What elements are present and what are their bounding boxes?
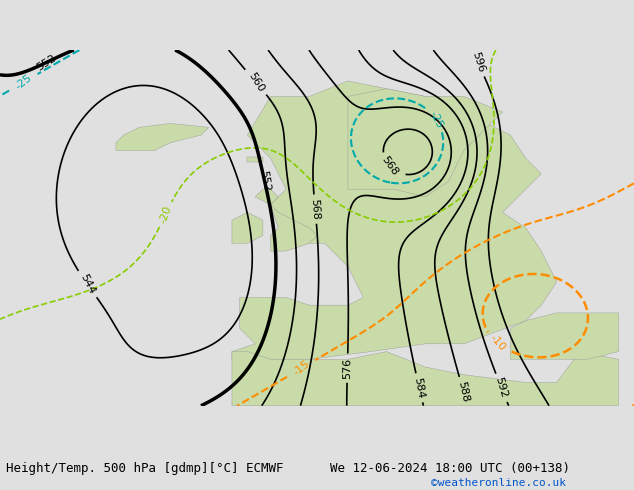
Text: -10: -10 <box>488 333 508 353</box>
Text: 568: 568 <box>309 198 321 220</box>
Text: -20: -20 <box>158 204 173 224</box>
Text: 552: 552 <box>35 52 58 72</box>
Polygon shape <box>348 89 503 197</box>
Text: 584: 584 <box>413 376 426 399</box>
Text: -25: -25 <box>428 109 444 130</box>
Text: -25: -25 <box>13 73 34 92</box>
Polygon shape <box>232 81 557 359</box>
Text: 544: 544 <box>78 272 96 296</box>
Text: 568: 568 <box>379 155 399 178</box>
Text: We 12-06-2024 18:00 UTC (00+138): We 12-06-2024 18:00 UTC (00+138) <box>330 462 570 475</box>
Text: Height/Temp. 500 hPa [gdmp][°C] ECMWF: Height/Temp. 500 hPa [gdmp][°C] ECMWF <box>6 462 284 475</box>
Polygon shape <box>510 313 619 359</box>
Polygon shape <box>255 189 317 251</box>
Polygon shape <box>247 157 263 162</box>
Polygon shape <box>232 351 619 406</box>
Polygon shape <box>116 123 209 150</box>
Text: 592: 592 <box>494 376 509 399</box>
Text: -15: -15 <box>291 359 311 378</box>
Text: 552: 552 <box>258 169 271 192</box>
Polygon shape <box>232 212 263 244</box>
Text: 588: 588 <box>456 380 470 403</box>
Text: 560: 560 <box>246 71 266 94</box>
Text: 596: 596 <box>470 51 486 74</box>
Text: 576: 576 <box>342 358 353 379</box>
Text: ©weatheronline.co.uk: ©weatheronline.co.uk <box>431 478 566 488</box>
